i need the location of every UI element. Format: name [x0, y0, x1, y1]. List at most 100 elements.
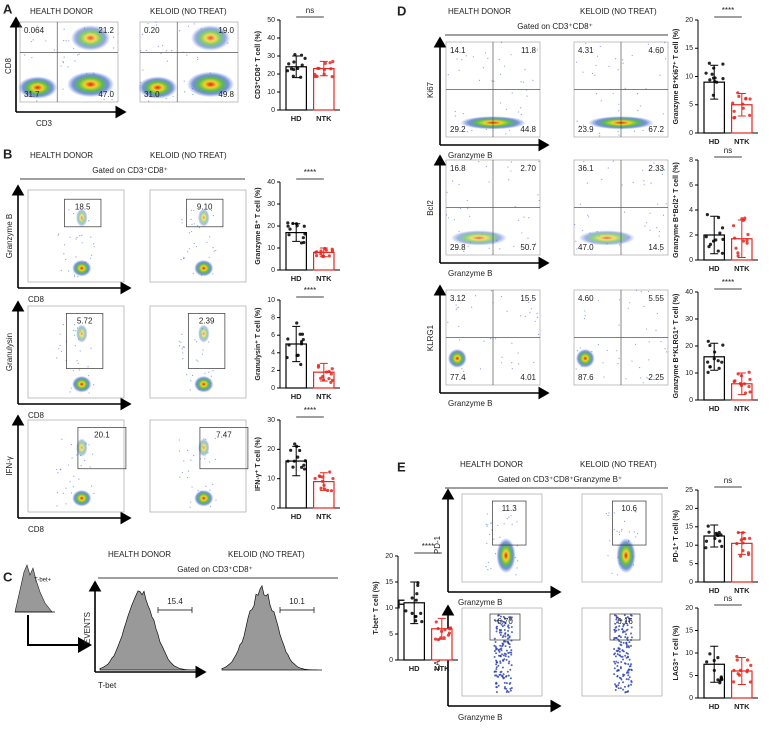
- quadrant-value: 67.2: [648, 125, 664, 134]
- event-dot: [645, 88, 647, 90]
- event-dot: [68, 40, 70, 42]
- event-dot: [111, 98, 113, 101]
- event-dot: [621, 184, 623, 186]
- event-dot: [58, 233, 60, 235]
- event-dot: [507, 166, 509, 168]
- dot-decor: [747, 370, 751, 374]
- event-dot: [532, 79, 534, 81]
- event-dot: [467, 207, 469, 209]
- event-dot: [452, 180, 454, 182]
- dot-decor: [707, 530, 711, 534]
- event-dot: [172, 95, 174, 98]
- y-tick-label: 10: [267, 297, 275, 304]
- y-tick-label: 0: [689, 579, 693, 586]
- dot-decor: [289, 448, 293, 452]
- event-dot: [494, 682, 497, 685]
- event-dot: [607, 514, 609, 517]
- event-dot: [511, 368, 513, 370]
- event-dot: [495, 674, 498, 677]
- event-dot: [663, 169, 666, 171]
- event-dot: [615, 637, 618, 640]
- event-dot: [517, 219, 519, 221]
- dot-decor: [717, 531, 721, 535]
- cell-cluster: [70, 25, 111, 51]
- dot-decor: [732, 680, 736, 684]
- event-dot: [622, 675, 625, 678]
- event-dot: [635, 511, 637, 513]
- dot-decor: [327, 377, 331, 381]
- event-dot: [622, 630, 625, 633]
- event-dot: [192, 93, 194, 96]
- y-axis-label: CD3⁺CD8⁺ T cell (%): [255, 31, 262, 99]
- event-dot: [91, 453, 94, 455]
- dot-decor: [329, 380, 333, 385]
- event-dot: [469, 215, 471, 217]
- event-dot: [490, 522, 492, 524]
- event-dot: [659, 74, 661, 76]
- dot-decor: [286, 459, 290, 463]
- dot-decor: [287, 233, 291, 237]
- x-tick-label: HD: [291, 274, 302, 283]
- event-dot: [575, 368, 577, 370]
- event-dot: [213, 250, 215, 252]
- event-dot: [508, 645, 511, 648]
- event-dot: [538, 160, 540, 163]
- event-dot: [74, 276, 76, 278]
- event-dot: [520, 113, 522, 116]
- event-dot: [620, 661, 623, 664]
- event-dot: [486, 525, 488, 527]
- y-tick-label: 20: [267, 71, 275, 78]
- event-dot: [462, 294, 464, 296]
- dot-decor: [324, 248, 328, 252]
- event-dot: [461, 59, 463, 61]
- y-tick-label: 0: [271, 505, 275, 512]
- event-dot: [458, 325, 460, 328]
- event-dot: [191, 374, 194, 377]
- dot-decor: [327, 369, 331, 374]
- event-dot: [62, 324, 64, 326]
- event-dot: [455, 308, 457, 311]
- event-dot: [488, 247, 490, 249]
- event-dot: [615, 625, 618, 628]
- dot-decor: [285, 69, 290, 73]
- event-dot: [71, 457, 73, 459]
- event-dot: [453, 219, 456, 221]
- event-dot: [75, 256, 77, 258]
- event-dot: [191, 223, 193, 225]
- event-dot: [63, 244, 66, 246]
- event-dot: [500, 631, 503, 634]
- dot-decor: [414, 619, 418, 623]
- event-dot: [508, 516, 510, 518]
- event-dot: [201, 353, 204, 355]
- event-dot: [471, 306, 473, 308]
- y-tick-label: 15: [685, 524, 693, 531]
- event-dot: [613, 614, 616, 617]
- dot-decor: [329, 67, 333, 71]
- event-dot: [187, 470, 190, 472]
- event-dot: [630, 614, 633, 617]
- dot-decor: [719, 676, 723, 681]
- event-dot: [215, 249, 217, 252]
- event-dot: [57, 472, 59, 474]
- x-tick-label: HD: [709, 702, 720, 711]
- event-dot: [623, 685, 626, 688]
- event-dot: [631, 360, 633, 362]
- dot-decor: [303, 56, 307, 60]
- event-dot: [600, 100, 602, 102]
- y-tick-label: 5: [689, 102, 693, 109]
- event-dot: [618, 110, 620, 112]
- plot-frame: [461, 493, 543, 583]
- event-dot: [616, 616, 619, 619]
- event-dot: [456, 307, 458, 309]
- quadrant-value: 23.9: [578, 125, 594, 134]
- event-dot: [628, 665, 631, 668]
- y-axis-label: IFN-γ⁺ T cell (%): [255, 437, 262, 491]
- event-dot: [615, 618, 618, 621]
- y-tick-label: 40: [685, 289, 693, 296]
- cell-cluster: [447, 348, 467, 368]
- event-dot: [179, 476, 181, 478]
- event-dot: [658, 235, 660, 237]
- event-dot: [165, 50, 167, 52]
- gate-value: 5.72: [77, 316, 93, 325]
- dot-decor: [704, 546, 708, 550]
